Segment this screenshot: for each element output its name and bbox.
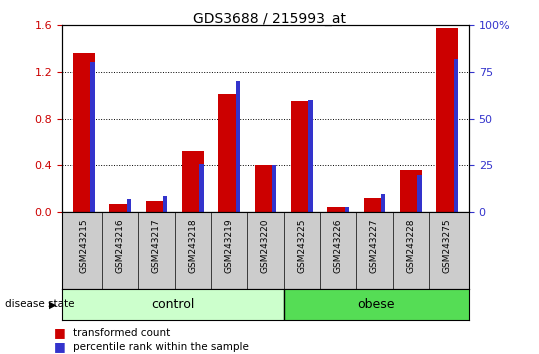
Text: ■: ■ <box>54 326 66 339</box>
Bar <box>146 201 167 212</box>
Text: control: control <box>151 298 195 311</box>
Text: GSM243218: GSM243218 <box>188 218 197 273</box>
Bar <box>308 100 313 212</box>
Text: GSM243217: GSM243217 <box>152 218 161 273</box>
Text: GSM243226: GSM243226 <box>334 218 343 273</box>
Bar <box>400 170 421 212</box>
Text: GSM243227: GSM243227 <box>370 218 379 273</box>
Text: percentile rank within the sample: percentile rank within the sample <box>73 342 248 352</box>
Text: ■: ■ <box>54 341 66 353</box>
Bar <box>254 165 277 212</box>
Bar <box>417 175 421 212</box>
Bar <box>127 199 131 212</box>
Bar <box>73 53 95 212</box>
Bar <box>109 204 131 212</box>
Text: GSM243225: GSM243225 <box>298 218 306 273</box>
Bar <box>381 194 385 212</box>
Bar <box>344 207 349 212</box>
Bar <box>236 81 240 212</box>
Text: GSM243228: GSM243228 <box>406 218 415 273</box>
Bar <box>199 164 204 212</box>
Text: GSM243219: GSM243219 <box>225 218 233 273</box>
Text: GSM243275: GSM243275 <box>443 218 452 273</box>
Bar <box>364 198 385 212</box>
Bar <box>436 28 458 212</box>
Text: obese: obese <box>358 298 395 311</box>
Bar <box>91 62 95 212</box>
Bar <box>454 58 458 212</box>
Bar <box>218 94 240 212</box>
Text: transformed count: transformed count <box>73 328 170 338</box>
Text: ▶: ▶ <box>49 299 57 309</box>
Bar <box>163 195 167 212</box>
Text: GDS3688 / 215993_at: GDS3688 / 215993_at <box>193 12 346 27</box>
Bar <box>272 165 277 212</box>
Text: GSM243216: GSM243216 <box>116 218 125 273</box>
Bar <box>62 289 284 320</box>
Text: GSM243220: GSM243220 <box>261 218 270 273</box>
Bar <box>182 152 204 212</box>
Text: GSM243215: GSM243215 <box>79 218 88 273</box>
Bar <box>284 289 469 320</box>
Text: disease state: disease state <box>5 299 75 309</box>
Bar <box>291 101 313 212</box>
Bar <box>327 206 349 212</box>
